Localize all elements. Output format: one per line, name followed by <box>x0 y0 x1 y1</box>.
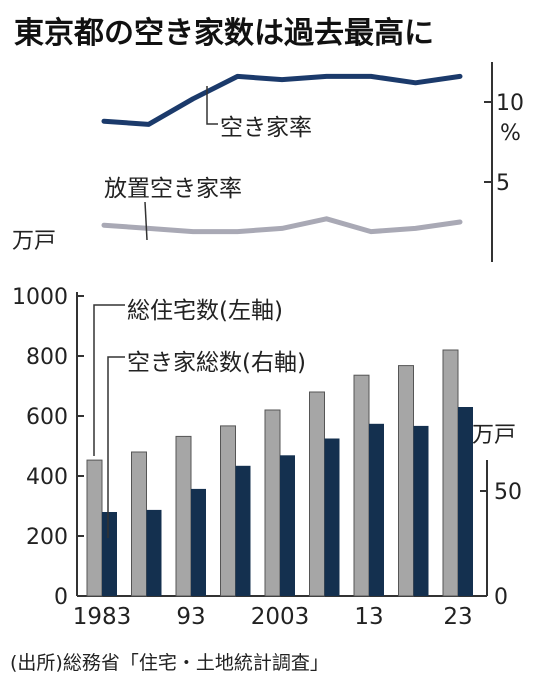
abandoned-rate-leader <box>144 201 148 241</box>
bar-right-tick-label: 0 <box>494 585 508 610</box>
chart-title: 東京都の空き家数は過去最高に <box>14 16 434 51</box>
vacant-houses-bar <box>191 488 206 596</box>
line-y-tick-label: 10 <box>496 91 524 116</box>
total-housing-bar <box>131 451 147 597</box>
source-note: (出所)総務省「住宅・土地統計調査」 <box>10 652 329 674</box>
bar-left-tick-label: 800 <box>26 345 68 370</box>
vacant-houses-bar <box>235 465 251 596</box>
vacant-houses-bar <box>458 407 473 596</box>
line-panel-ticks: 5 10 <box>484 91 524 196</box>
bar-x-labels: 1983 93 2003 13 23 <box>73 604 473 630</box>
total-housing-bar <box>264 409 281 597</box>
vacant-houses-bar <box>324 438 340 596</box>
total-housing-bar <box>353 374 370 597</box>
bar-left-tick-label: 600 <box>26 405 68 430</box>
bar-right-ticks: 0 50 <box>480 480 522 610</box>
bar-x-tick-label: 93 <box>176 604 205 630</box>
bar-right-tick-label: 50 <box>494 480 522 505</box>
bar-x-tick-label: 1983 <box>73 604 132 630</box>
total-housing-bar <box>86 459 103 597</box>
total-housing-bar <box>220 425 236 597</box>
vacant-houses-bar <box>369 423 384 596</box>
abandoned-rate-label: 放置空き家率 <box>104 176 242 202</box>
bar-right-unit: 万戸 <box>472 423 516 448</box>
bar-series-group <box>86 349 473 597</box>
line-y-tick-label: 5 <box>496 171 510 196</box>
vacant-houses-label: 空き家総数(右軸) <box>127 350 306 376</box>
bar-x-tick-label: 2003 <box>251 604 310 630</box>
vacant-houses-bar <box>102 512 117 596</box>
vacancy-rate-label: 空き家率 <box>220 115 312 141</box>
bar-x-tick-label: 13 <box>354 604 383 630</box>
vacant-houses-leader <box>107 356 125 538</box>
total-housing-bar <box>398 365 414 597</box>
total-housing-bar <box>175 435 192 597</box>
line-panel-unit-percent: % <box>500 121 521 146</box>
abandoned-rate-line <box>101 216 463 235</box>
bar-left-tick-label: 200 <box>26 525 68 550</box>
vacant-houses-bar <box>413 425 429 596</box>
vacant-houses-bar <box>146 509 162 596</box>
bar-left-ticks: 0 200 400 600 800 1000 <box>12 285 84 610</box>
total-housing-label: 総住宅数(左軸) <box>127 298 283 324</box>
line-panel-unit-left: 万戸 <box>12 229 56 254</box>
line-series-group <box>101 73 463 235</box>
total-housing-bar <box>442 349 459 597</box>
vacancy-rate-leader <box>206 86 218 125</box>
bar-left-tick-label: 400 <box>26 465 68 490</box>
total-housing-leader <box>93 304 125 456</box>
vacant-houses-bar <box>280 455 295 596</box>
vacancy-rate-line <box>101 73 463 127</box>
total-housing-bar <box>309 391 325 597</box>
bar-left-tick-label: 1000 <box>12 285 68 310</box>
bar-x-tick-label: 23 <box>443 604 472 630</box>
bar-left-tick-label: 0 <box>54 585 68 610</box>
